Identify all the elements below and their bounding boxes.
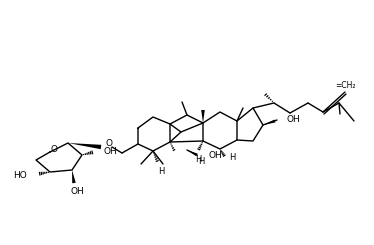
Text: =CH₂: =CH₂ (335, 81, 355, 89)
Text: H: H (195, 155, 201, 163)
Polygon shape (187, 150, 198, 156)
Text: OH: OH (104, 147, 118, 156)
Text: OH: OH (287, 114, 301, 123)
Text: O: O (105, 139, 113, 148)
Polygon shape (201, 110, 205, 123)
Polygon shape (263, 120, 276, 125)
Text: HO: HO (13, 171, 27, 180)
Text: OH: OH (209, 151, 223, 160)
Text: H: H (158, 167, 164, 175)
Text: H: H (229, 152, 235, 161)
Text: O: O (50, 146, 58, 155)
Polygon shape (68, 143, 101, 149)
Polygon shape (72, 170, 76, 183)
Text: OH: OH (70, 187, 84, 196)
Text: H: H (198, 157, 204, 166)
